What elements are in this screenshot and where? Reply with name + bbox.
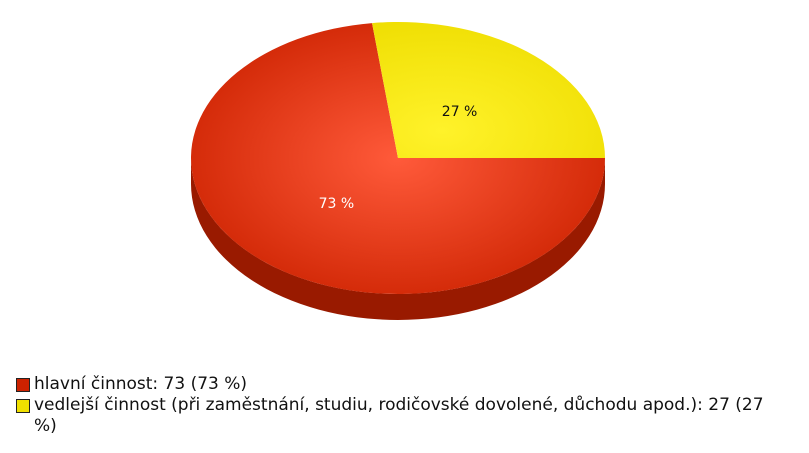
legend-swatch [16,399,30,413]
legend-item: vedlejší činnost (při zaměstnání, studiu… [16,395,786,437]
legend-label: vedlejší činnost (při zaměstnání, studiu… [34,395,764,436]
slice-side [191,158,605,320]
value-label: 73 % [319,196,355,212]
legend-item: hlavní činnost: 73 (73 %) [16,374,786,395]
value-label: 27 % [442,104,478,120]
legend-swatch [16,378,30,392]
legend: hlavní činnost: 73 (73 %) vedlejší činnos… [16,374,786,437]
slice [191,23,605,295]
slice [372,22,605,159]
legend-label: hlavní činnost: 73 (73 %) [34,374,248,394]
chart: 73 % 27 % [191,22,605,320]
